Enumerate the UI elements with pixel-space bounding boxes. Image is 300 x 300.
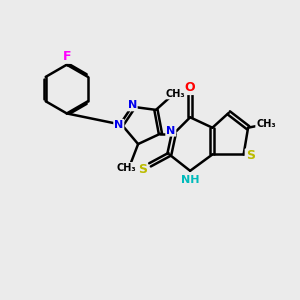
Text: F: F <box>62 50 71 63</box>
Text: O: O <box>185 81 195 94</box>
Text: N: N <box>128 100 137 110</box>
Text: CH₃: CH₃ <box>256 119 276 129</box>
Text: NH: NH <box>181 175 200 185</box>
Text: S: S <box>138 163 147 176</box>
Text: N: N <box>166 126 176 136</box>
Text: S: S <box>246 149 255 162</box>
Text: CH₃: CH₃ <box>116 163 136 173</box>
Text: N: N <box>114 120 123 130</box>
Text: CH₃: CH₃ <box>166 88 185 98</box>
